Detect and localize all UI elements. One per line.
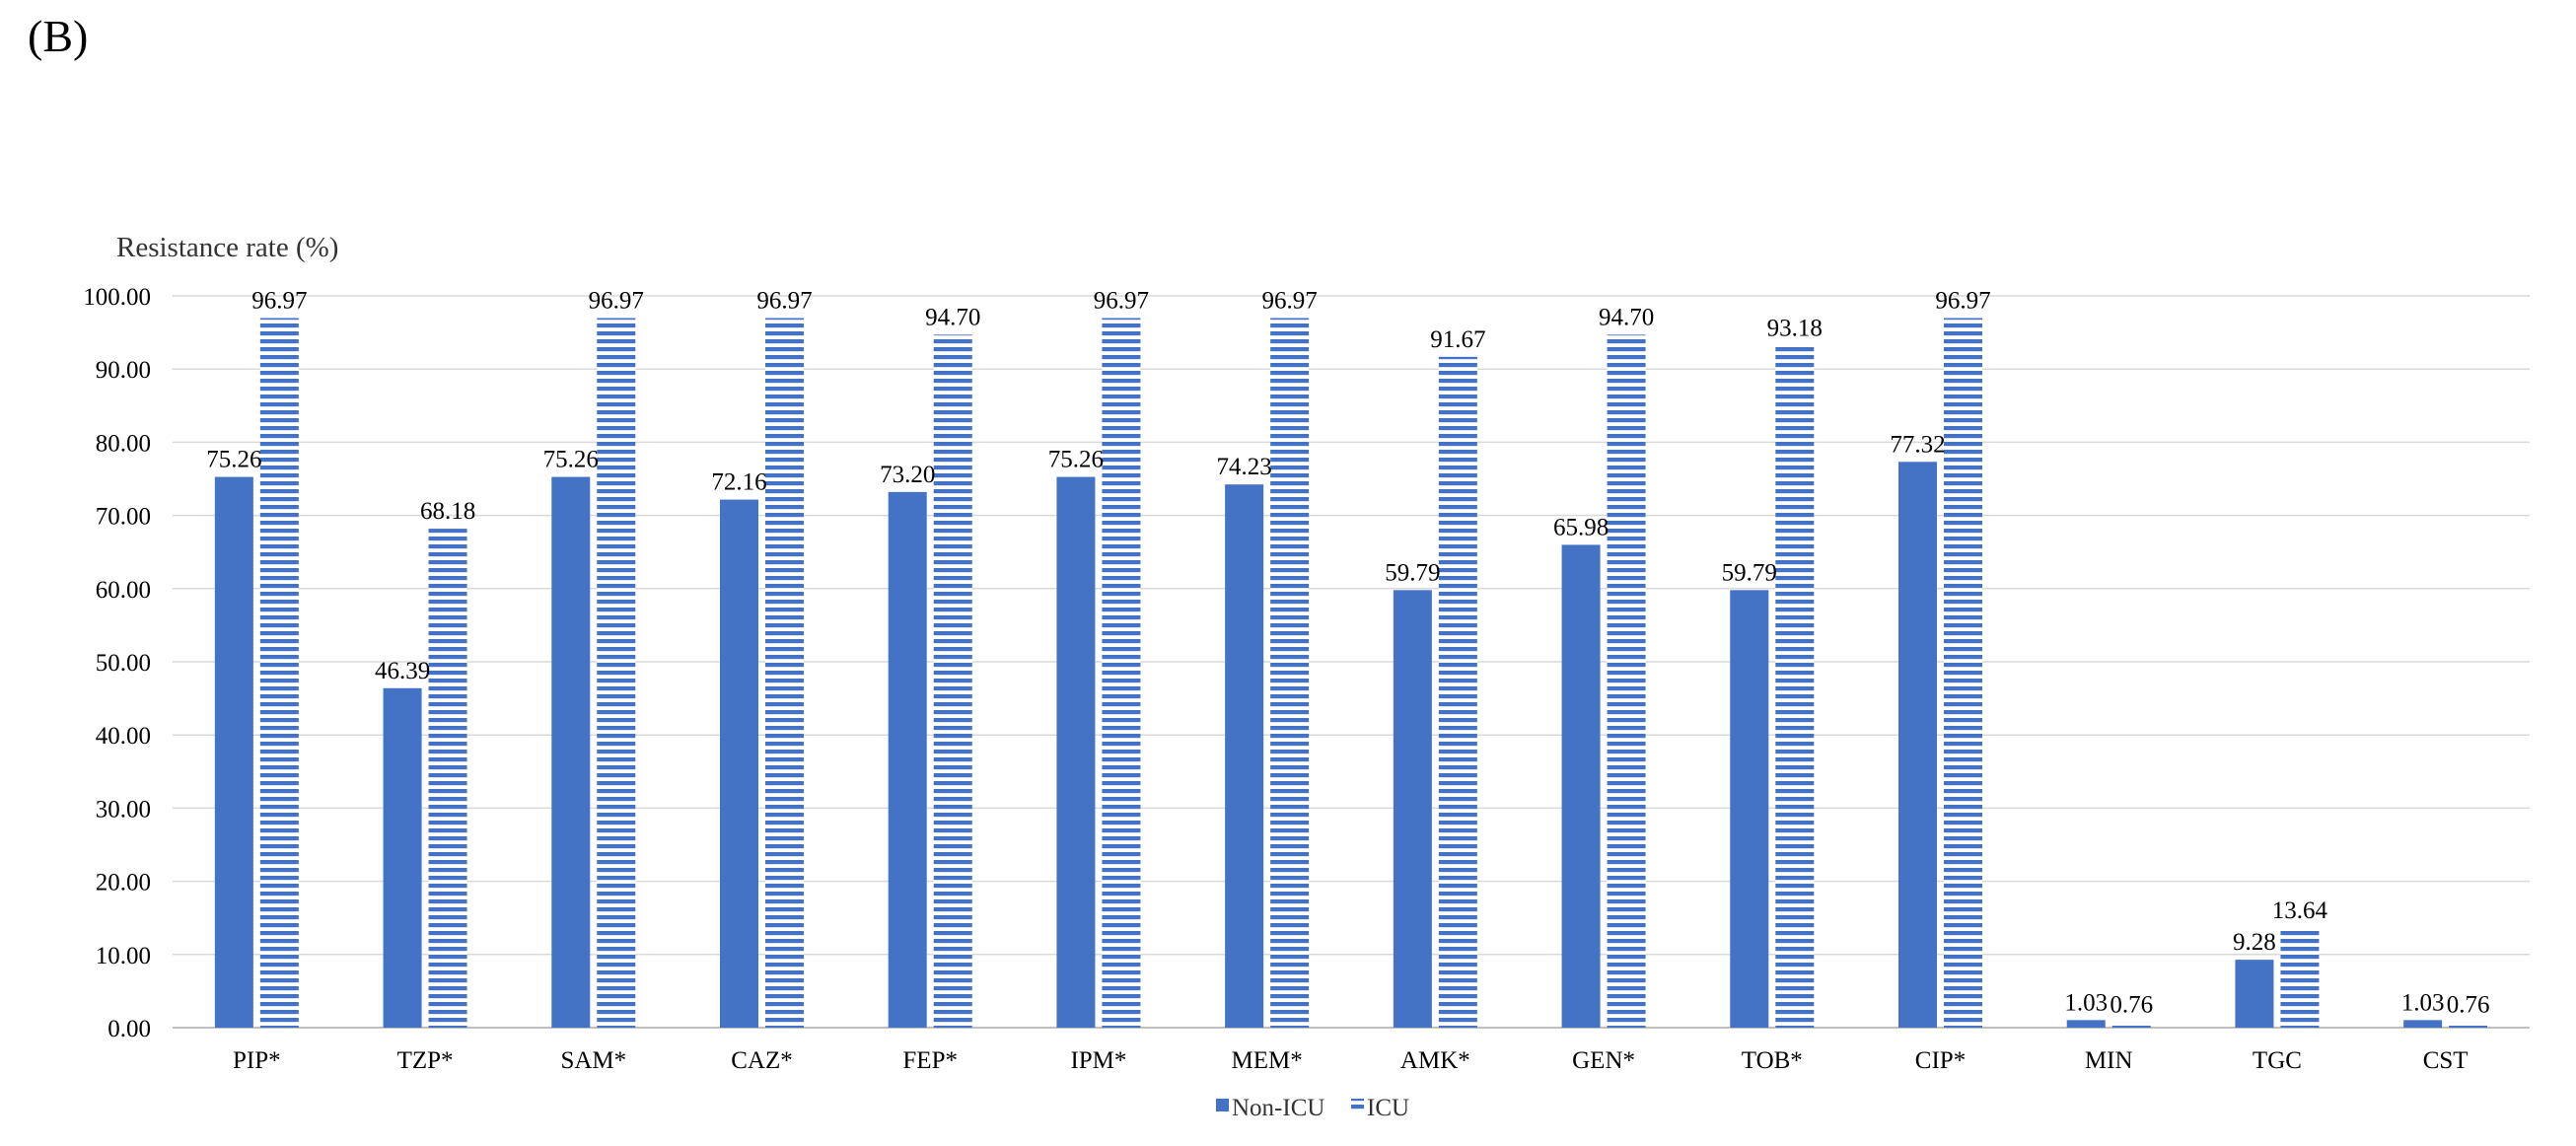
bar-icu-amk	[1438, 356, 1477, 1028]
data-label: 75.26	[206, 447, 261, 473]
bar-non-icu-cst	[2403, 1020, 2443, 1028]
bar-icu-cip	[1944, 318, 1982, 1028]
data-label: 75.26	[543, 447, 599, 473]
x-tick-label: AMK*	[1400, 1047, 1470, 1074]
x-tick-label: MIN	[2085, 1047, 2133, 1074]
x-tick-label: PIP*	[233, 1047, 281, 1074]
bar-non-icu-caz	[720, 499, 758, 1028]
gridlines	[173, 295, 2530, 1029]
bar-non-icu-gen	[1561, 544, 1601, 1028]
y-tick-label: 60.00	[96, 577, 151, 604]
data-label: 1.03	[2401, 989, 2445, 1016]
x-tick-label: GEN*	[1572, 1047, 1635, 1074]
data-label: 13.64	[2272, 897, 2328, 924]
legend-label: Non-ICU	[1232, 1095, 1324, 1121]
y-tick-label: 100.00	[83, 284, 151, 311]
legend-label: ICU	[1367, 1095, 1409, 1121]
data-label: 91.67	[1430, 326, 1485, 353]
legend-swatch	[1216, 1099, 1229, 1111]
x-tick-label: TGC	[2253, 1047, 2302, 1074]
y-tick-label: 20.00	[96, 870, 151, 896]
data-label: 72.16	[711, 469, 766, 496]
bar-non-icu-pip	[214, 476, 253, 1028]
bar-non-icu-fep	[888, 491, 927, 1029]
data-label: 74.23	[1217, 454, 1272, 480]
data-label: 96.97	[1094, 287, 1149, 314]
bar-icu-ipm	[1102, 318, 1141, 1028]
bar-non-icu-mem	[1225, 484, 1264, 1029]
bar-non-icu-tzp	[383, 687, 422, 1028]
data-label: 68.18	[420, 498, 475, 525]
bar-icu-min	[2111, 1022, 2151, 1028]
data-label: 77.32	[1890, 431, 1945, 458]
data-label: 1.03	[2064, 989, 2108, 1016]
y-tick-label: 10.00	[96, 943, 151, 969]
y-tick-label: 30.00	[96, 796, 151, 823]
y-tick-label: 80.00	[96, 430, 151, 457]
bar-icu-pip	[259, 318, 299, 1028]
legend-swatch	[1351, 1099, 1364, 1111]
legend: Non-ICU ICU	[1216, 1095, 1409, 1121]
data-label: 65.98	[1553, 514, 1609, 540]
y-tick-label: 70.00	[96, 504, 151, 531]
data-label: 46.39	[375, 658, 430, 684]
bar-non-icu-cip	[1898, 462, 1937, 1028]
x-tick-label: IPM*	[1070, 1047, 1126, 1074]
data-label: 96.97	[1935, 287, 1990, 314]
data-label: 94.70	[925, 304, 980, 330]
x-tick-label: CIP*	[1915, 1047, 1966, 1074]
bar-icu-fep	[933, 334, 972, 1028]
bar-icu-tzp	[428, 529, 467, 1028]
data-labels: 75.26 96.97 46.39 68.18 75.26 96.97 72.16 96.97…	[206, 287, 2489, 1018]
x-tick-labels: PIP* TZP* SAM* CAZ* FEP* IPM* MEM* AMK* GEN* TOB*…	[233, 1047, 2469, 1074]
data-label: 93.18	[1767, 316, 1823, 342]
data-label: 96.97	[1262, 287, 1318, 314]
x-tick-label: MEM*	[1232, 1047, 1303, 1074]
data-label: 73.20	[880, 462, 935, 488]
y-tick-label: 50.00	[96, 650, 151, 677]
data-label: 96.97	[589, 287, 644, 314]
bars	[214, 318, 2488, 1029]
x-tick-label: TZP*	[397, 1047, 454, 1074]
bar-icu-tgc	[2280, 927, 2320, 1028]
bar-non-icu-tgc	[2235, 960, 2274, 1028]
data-label: 0.76	[2447, 991, 2490, 1018]
y-tick-label: 0.00	[107, 1016, 151, 1042]
bar-icu-caz	[765, 318, 804, 1028]
bar-icu-gen	[1607, 334, 1646, 1028]
x-tick-label: TOB*	[1742, 1047, 1803, 1074]
x-tick-label: CAZ*	[731, 1047, 793, 1074]
bar-non-icu-ipm	[1056, 476, 1096, 1028]
bar-icu-tob	[1775, 345, 1815, 1029]
panel-label: (B)	[28, 11, 89, 61]
data-label: 96.97	[251, 287, 307, 314]
data-label: 94.70	[1599, 304, 1654, 330]
bar-non-icu-tob	[1730, 590, 1769, 1028]
data-label: 75.26	[1048, 447, 1104, 473]
bar-icu-sam	[597, 318, 636, 1028]
bar-non-icu-min	[2066, 1020, 2106, 1028]
x-tick-label: FEP*	[902, 1047, 958, 1074]
x-tick-label: CST	[2423, 1047, 2469, 1074]
data-label: 0.76	[2110, 991, 2153, 1018]
data-label: 96.97	[756, 287, 812, 314]
y-tick-label: 40.00	[96, 723, 151, 750]
y-axis-label: Resistance rate (%)	[116, 232, 338, 263]
bar-icu-mem	[1270, 318, 1310, 1028]
data-label: 59.79	[1722, 559, 1777, 586]
data-label: 9.28	[2233, 929, 2276, 956]
bar-non-icu-amk	[1393, 590, 1432, 1028]
y-tick-label: 90.00	[96, 357, 151, 384]
data-label: 59.79	[1385, 559, 1440, 586]
x-tick-label: SAM*	[560, 1047, 626, 1074]
y-tick-labels: 0.00 10.00 20.00 30.00 40.00 50.00 60.00 70.00 8…	[83, 284, 151, 1042]
bar-icu-cst	[2449, 1022, 2488, 1028]
bar-non-icu-sam	[551, 476, 591, 1028]
